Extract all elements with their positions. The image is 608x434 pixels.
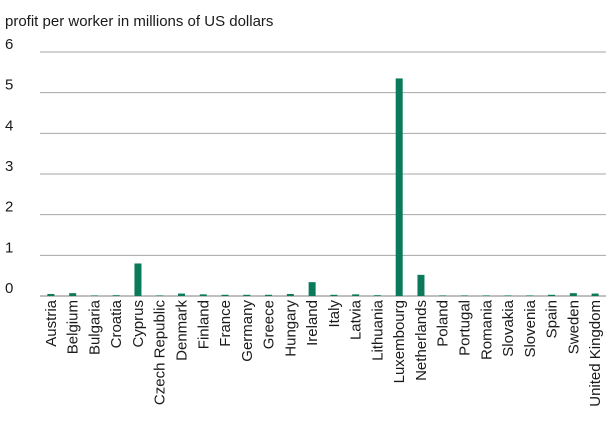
bar-bulgaria: [90, 295, 98, 296]
category-label: Ireland: [304, 300, 321, 346]
bar-hungary: [286, 293, 294, 296]
category-label: Lithuania: [369, 299, 386, 361]
y-tick-label: 6: [5, 36, 13, 53]
y-tick-label: 3: [5, 158, 13, 175]
bar-sweden: [569, 293, 577, 296]
category-labels: Austria Belgium Bulgaria Croatia Cyprus Czech…: [43, 299, 604, 406]
y-tick-label: 1: [5, 239, 13, 256]
bar-lithuania: [373, 295, 381, 296]
category-label: United Kingdom: [587, 300, 604, 407]
category-label: Portugal: [457, 300, 474, 356]
category-label: Germany: [239, 300, 256, 362]
category-label: Finland: [195, 300, 212, 349]
category-label: Latvia: [348, 299, 365, 340]
bar-portugal: [461, 295, 468, 296]
category-label: Austria: [43, 299, 60, 346]
category-label: Spain: [544, 300, 561, 338]
bar-italy: [330, 294, 338, 296]
y-tick-label: 5: [5, 77, 13, 94]
category-label: France: [217, 300, 234, 347]
category-label: Bulgaria: [86, 299, 103, 355]
bar-czech-republic: [156, 295, 164, 296]
gridlines: [40, 51, 606, 297]
bar-luxembourg: [395, 78, 403, 297]
bar-spain: [548, 294, 556, 296]
y-axis-title: profit per worker in millions of US doll…: [5, 13, 273, 30]
category-label: Belgium: [65, 300, 82, 354]
category-label: Denmark: [174, 300, 191, 361]
category-label: Sweden: [565, 300, 582, 354]
category-label: Poland: [435, 300, 452, 347]
bar-greece: [265, 294, 273, 296]
bar-latvia: [352, 294, 360, 296]
bar-poland: [439, 295, 447, 296]
category-label: Czech Republic: [152, 300, 169, 406]
bar-romania: [482, 295, 490, 296]
bar-denmark: [178, 293, 185, 296]
category-label: Hungary: [282, 300, 299, 357]
y-tick-label: 0: [5, 280, 13, 297]
y-tick-label: 2: [5, 199, 13, 216]
category-label: Slovakia: [500, 299, 517, 356]
bar-slovakia: [504, 295, 512, 296]
category-label: Italy: [326, 300, 343, 328]
bars: [47, 78, 599, 297]
bar-finland: [199, 294, 207, 296]
bar-germany: [243, 294, 251, 296]
bar-belgium: [69, 293, 77, 296]
category-label: Greece: [261, 300, 278, 349]
category-label: Croatia: [108, 299, 125, 348]
category-label: Luxembourg: [391, 300, 408, 383]
category-label: Netherlands: [413, 300, 430, 381]
bar-netherlands: [417, 274, 425, 296]
category-label: Romania: [478, 299, 495, 360]
y-tick-labels: 0 1 2 3 4 5 6: [5, 36, 13, 297]
bar-united-kingdom: [591, 293, 599, 296]
bar-france: [221, 294, 229, 296]
bar-austria: [47, 293, 55, 296]
bar-slovenia: [526, 295, 534, 296]
category-label: Cyprus: [130, 300, 147, 348]
bar-croatia: [112, 295, 120, 296]
y-tick-label: 4: [5, 117, 13, 134]
bar-ireland: [308, 282, 316, 296]
category-label: Slovenia: [522, 299, 539, 357]
bar-cyprus: [134, 263, 142, 296]
